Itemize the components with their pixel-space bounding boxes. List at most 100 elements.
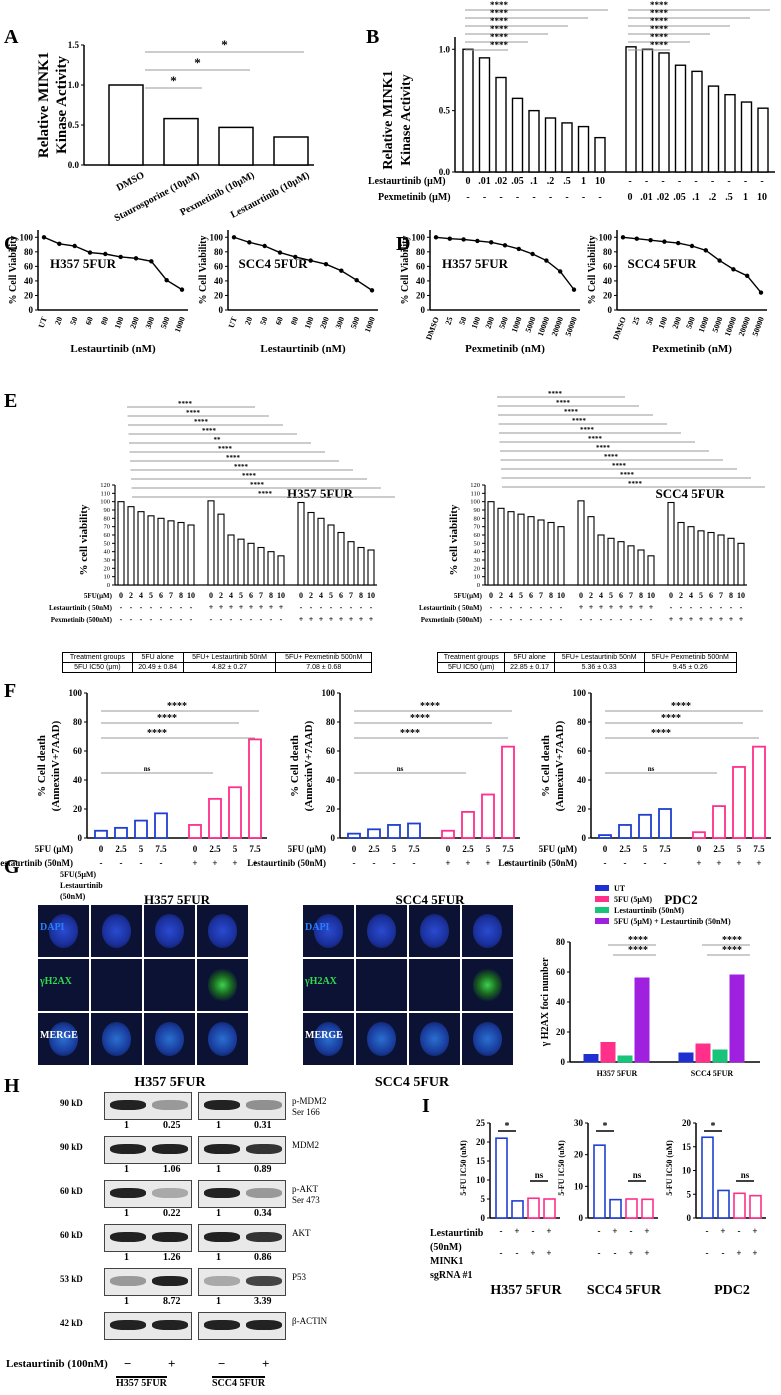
blot-band — [110, 1188, 146, 1198]
e-dose-label: 0 — [579, 591, 583, 600]
c-point — [247, 240, 252, 245]
i-chart-title: SCC4 5FUR — [587, 1283, 662, 1298]
microscopy-image — [91, 959, 142, 1011]
d-point — [689, 243, 695, 249]
e-sig-star: **** — [234, 463, 249, 471]
y-tick-label: 20 — [556, 1027, 566, 1037]
c-point — [41, 235, 47, 240]
e-dose-sign: + — [589, 603, 594, 612]
g-legend-label: 5FU (5μM) + Lestaurtinib (50nM) — [614, 917, 731, 926]
e-dose-sign: - — [120, 615, 123, 624]
blot-quant-label: 1 — [216, 1252, 221, 1263]
e-dose-sign: - — [140, 615, 143, 624]
b-sig-star: **** — [490, 24, 509, 34]
f-dose-sign: + — [445, 858, 450, 868]
e-dose-sign: + — [609, 603, 614, 612]
d-xlabel: Pexmetinib (nM) — [465, 343, 545, 355]
e-dose-label: 8 — [639, 591, 643, 600]
f-dose-sign: + — [736, 858, 741, 868]
f-bar — [208, 797, 222, 839]
table-cell: Treatment groups — [436, 652, 506, 663]
d-point — [461, 237, 466, 242]
e-dose-sign: + — [269, 603, 274, 612]
f-bar — [732, 766, 746, 839]
i-sign: + — [628, 1248, 633, 1258]
c-x-tick-label: 50 — [258, 316, 269, 327]
b-row-label: Lestaurtinib (μM) — [368, 176, 446, 187]
g-sig-star: **** — [628, 945, 648, 956]
e-dose-sign: + — [629, 603, 634, 612]
f-dose-label: 0 — [99, 844, 104, 854]
b-sig-star: **** — [650, 8, 669, 18]
e-dose-sign: + — [339, 615, 344, 624]
d-chart-title: SCC4 5FUR — [628, 256, 698, 271]
e-dose-sign: - — [530, 615, 533, 624]
blot-band — [246, 1144, 282, 1154]
d-ylabel: % Cell Viability — [400, 236, 411, 305]
f-sig-star: **** — [167, 701, 187, 712]
f-dose-sign: - — [353, 858, 356, 868]
e-sig-star: **** — [580, 426, 595, 434]
y-tick-label: 40 — [73, 775, 83, 785]
b-bar — [495, 76, 507, 173]
f-dose-label: 0 — [603, 844, 608, 854]
f-dose-sign: - — [160, 858, 163, 868]
e-sig-star: **** — [218, 445, 233, 453]
e-y-tick-label: 50 — [474, 540, 481, 547]
g-legend-swatch — [595, 907, 609, 913]
g-sig-star: **** — [722, 935, 742, 946]
f-ylabel: % Cell death — [289, 735, 301, 797]
d-point — [676, 240, 681, 246]
e-dose-sign: - — [170, 615, 173, 624]
e-bar — [117, 501, 125, 586]
i-sig-star: * — [711, 1121, 716, 1132]
f-dose-sign: + — [696, 858, 701, 868]
i-row-label: Lestaurtinib — [430, 1228, 484, 1239]
e-dose-sign: - — [510, 603, 513, 612]
blot-band — [152, 1232, 188, 1242]
blot-quant-label: 1 — [216, 1120, 221, 1131]
f-dose-label: 5 — [392, 844, 397, 854]
e-bar — [347, 541, 355, 586]
b-row-label: Pexmetinib (μM) — [378, 192, 451, 203]
d-x-tick-label: 50000 — [564, 316, 579, 338]
e-bar — [727, 537, 735, 586]
b-dose-label: - — [711, 176, 714, 187]
d-x-tick-label: DMSO — [611, 316, 628, 342]
c-point — [323, 261, 329, 267]
e-bar — [557, 526, 565, 586]
i-sign: - — [614, 1248, 617, 1258]
e-dose-sign: - — [640, 615, 643, 624]
y-tick-label: 40 — [603, 276, 613, 286]
y-tick-label: 0 — [481, 1213, 486, 1223]
e-dose-label: 6 — [529, 591, 533, 600]
e-sig-star: **** — [202, 427, 217, 435]
panel-label-e: E — [4, 390, 18, 412]
e-bar — [147, 515, 155, 586]
f-row-label: Lestaurtinib (50nM) — [498, 858, 577, 868]
y-tick-label: 40 — [214, 276, 224, 286]
b-dose-label: - — [483, 192, 486, 203]
f-dose-sign: + — [465, 858, 470, 868]
c-x-tick-label: 500 — [159, 316, 172, 330]
blot-band — [246, 1232, 282, 1242]
c-point — [179, 287, 185, 292]
e-sig-star: **** — [612, 462, 627, 470]
blot-band — [246, 1188, 282, 1198]
e-dose-label: 10 — [277, 591, 285, 600]
f-sig-star: **** — [400, 728, 420, 739]
c-x-tick-label: 80 — [289, 316, 300, 327]
stain-label: MERGE — [305, 1030, 343, 1041]
c-point — [57, 241, 62, 247]
e-bar — [327, 524, 335, 586]
microscopy-image — [356, 1013, 407, 1065]
microscopy-image — [91, 1013, 142, 1065]
i-ylabel: 5-FU IC50 (uM) — [459, 1140, 468, 1196]
table-cell: 5FU alone — [504, 652, 555, 663]
e-sig-star: **** — [548, 390, 563, 398]
e-dose-sign: - — [500, 615, 503, 624]
table-cell: 5FU+ Pexmetinib 500nM — [275, 652, 372, 663]
f-chart-title: H357 5FUR — [144, 892, 211, 907]
i-bar — [625, 1198, 638, 1219]
c-x-tick-label: 200 — [318, 316, 331, 330]
